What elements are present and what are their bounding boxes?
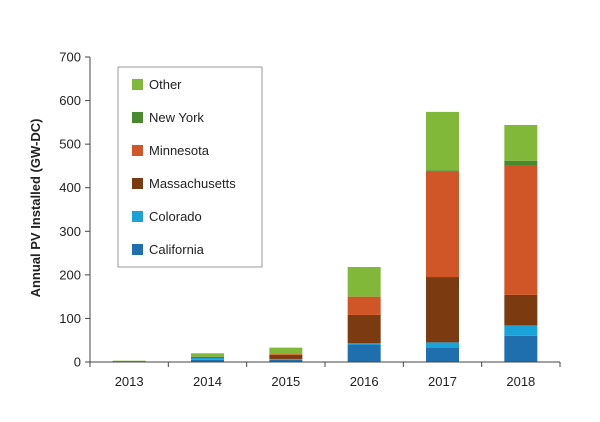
bar-segment-minnesota-2016 [347, 296, 381, 315]
bar-segment-massachusetts-2014 [191, 356, 224, 358]
x-tick-label: 2015 [271, 374, 300, 389]
bar-segment-colorado-2016 [347, 343, 381, 345]
x-tick-label: 2014 [193, 374, 222, 389]
bar-segment-california-2016 [347, 344, 381, 362]
legend-label: California [149, 242, 205, 257]
y-tick-label: 300 [59, 224, 81, 239]
bar-segment-other-2015 [269, 347, 303, 355]
bar-segment-new-york-2018 [504, 160, 538, 166]
y-tick-label: 200 [59, 267, 81, 282]
bar-segment-minnesota-2015 [269, 354, 303, 356]
x-tick-label: 2013 [115, 374, 144, 389]
bar-segment-colorado-2017 [426, 342, 459, 348]
legend-label: Other [149, 77, 182, 92]
bars [112, 111, 538, 362]
legend-label: Minnesota [149, 143, 210, 158]
bar-segment-california-2018 [504, 335, 538, 362]
bar-segment-minnesota-2018 [504, 165, 538, 295]
legend: Other New York Minnesota Massachusetts Color… [117, 66, 263, 268]
legend-swatch [132, 211, 143, 222]
y-tick-label: 400 [59, 180, 81, 195]
bar-segment-california-2017 [426, 347, 459, 362]
bar-segment-colorado-2014 [191, 357, 224, 360]
bar-segment-colorado-2018 [504, 325, 538, 336]
legend-box [117, 66, 263, 268]
legend-swatch [132, 145, 143, 156]
y-tick-label: 500 [59, 137, 81, 152]
bar-segment-minnesota-2017 [426, 171, 459, 278]
legend-label: New York [149, 110, 204, 125]
bar-segment-other-2017 [426, 111, 459, 171]
legend-label: Colorado [149, 209, 202, 224]
bar-segment-massachusetts-2016 [347, 314, 381, 344]
bar-segment-massachusetts-2017 [426, 277, 459, 343]
x-tick-label: 2017 [428, 374, 457, 389]
legend-swatch [132, 112, 143, 123]
bar-segment-colorado-2015 [269, 358, 303, 360]
legend-swatch [132, 244, 143, 255]
y-tick-label: 700 [59, 50, 81, 65]
bar-segment-other-2016 [347, 267, 381, 297]
bar-segment-other-2014 [191, 353, 224, 357]
legend-label: Massachusetts [149, 176, 236, 191]
bar-segment-massachusetts-2015 [269, 355, 303, 359]
y-tick-label: 0 [74, 355, 81, 370]
y-axis-label: Annual PV Installed (GW-DC) [28, 119, 43, 298]
x-axis: 2013 2014 2015 2016 2017 2018 [89, 361, 561, 389]
bar-segment-california-2014 [191, 359, 224, 362]
bar-segment-new-york-2017 [426, 170, 459, 172]
y-axis: 0 100 200 300 400 500 600 700 [59, 50, 91, 370]
x-tick-label: 2016 [350, 374, 379, 389]
y-tick-label: 100 [59, 311, 81, 326]
bar-segment-massachusetts-2018 [504, 294, 538, 326]
bar-segment-other-2018 [504, 124, 538, 161]
legend-swatch [132, 79, 143, 90]
x-tick-label: 2018 [506, 374, 535, 389]
bar-segment-california-2015 [269, 359, 303, 362]
legend-swatch [132, 178, 143, 189]
y-tick-label: 600 [59, 93, 81, 108]
